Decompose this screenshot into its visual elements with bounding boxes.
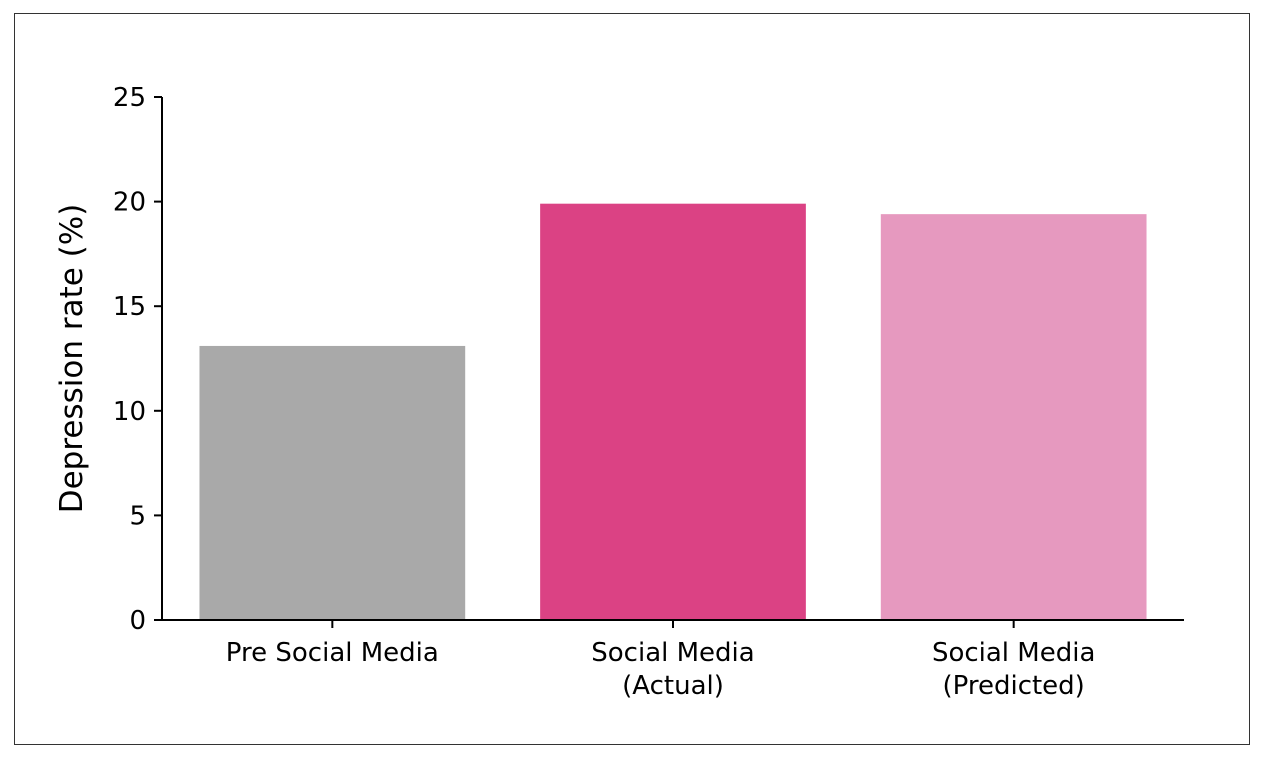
x-tick-label-line: (Actual) bbox=[622, 671, 724, 701]
y-axis-title: Depression rate (%) bbox=[54, 204, 90, 514]
y-tick-label: 5 bbox=[129, 501, 146, 531]
bar-3 bbox=[880, 214, 1147, 621]
x-tick-label: Pre Social Media bbox=[226, 638, 439, 668]
y-tick-label: 10 bbox=[113, 397, 146, 427]
y-tick-label: 20 bbox=[113, 188, 146, 218]
y-tick-label: 25 bbox=[113, 83, 146, 113]
bar-2 bbox=[540, 203, 806, 620]
x-tick-label-line: Social Media bbox=[932, 638, 1095, 668]
x-tick-label-line: Social Media bbox=[591, 638, 754, 668]
x-tick-label-line: (Predicted) bbox=[942, 671, 1084, 701]
x-tick-label-line: Pre Social Media bbox=[226, 638, 439, 668]
y-tick-label: 0 bbox=[129, 606, 146, 636]
y-tick-label: 15 bbox=[113, 292, 146, 322]
x-tick-label: Social Media (Actual) bbox=[591, 638, 754, 701]
bars-group bbox=[199, 203, 1147, 621]
bar-1 bbox=[199, 345, 466, 620]
x-ticks-group: Pre Social Media Social Media (Actual)Soci… bbox=[226, 620, 1095, 701]
x-tick-label: Social Media (Predicted) bbox=[932, 638, 1095, 701]
y-ticks-group: 0 5 10 15 20 25 bbox=[113, 83, 162, 636]
